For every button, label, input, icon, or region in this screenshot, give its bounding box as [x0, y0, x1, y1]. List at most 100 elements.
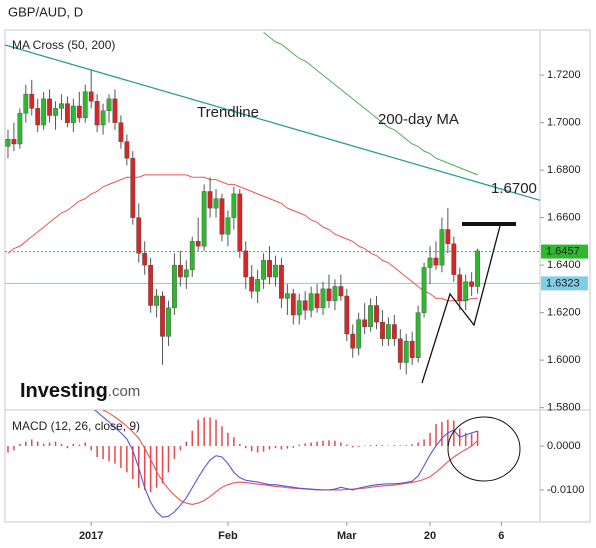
- macd-histogram-bar: [54, 441, 57, 447]
- candle-body: [172, 264, 177, 309]
- macd-histogram-bar: [435, 424, 437, 447]
- candle-body: [320, 288, 326, 309]
- macd-histogram-bar: [256, 446, 259, 453]
- macd-histogram-bar: [310, 442, 312, 447]
- macd-histogram-bar: [126, 446, 128, 473]
- candle-body: [118, 122, 124, 142]
- macd-histogram-bar: [346, 444, 348, 447]
- y-tick-label: 1.6000: [547, 354, 581, 366]
- price-label: 1.6457: [546, 245, 580, 257]
- macd-histogram-bar: [108, 446, 110, 462]
- candle-body: [350, 333, 356, 349]
- macd-histogram-bar: [357, 446, 360, 447]
- candle-body: [332, 286, 338, 301]
- candle-body: [290, 293, 296, 316]
- macd-histogram-bar: [78, 444, 81, 447]
- macd-histogram-bar: [441, 421, 443, 447]
- macd-title: MACD (12, 26, close, 9): [12, 419, 140, 433]
- macd-histogram-bar: [221, 426, 223, 447]
- axes: 1.7200 1.7000 1.6800 1.6600 1.6400 1.6200 1.60…: [79, 69, 588, 542]
- macd-histogram-bar: [292, 446, 295, 448]
- macd-histogram-bar: [36, 441, 39, 447]
- macd-histogram-bar: [66, 446, 69, 449]
- macd-histogram-bar: [143, 446, 146, 490]
- candle-body: [368, 305, 373, 328]
- candle-body: [380, 321, 385, 339]
- candle-body: [142, 253, 148, 266]
- macd-histogram-bar: [381, 445, 384, 447]
- macd-histogram-bar: [13, 446, 15, 451]
- moving-average: [7, 174, 478, 302]
- frame: [4, 29, 591, 523]
- macd-histogram-bar: [132, 446, 134, 479]
- macd-signal-line: [101, 410, 478, 505]
- candle-body: [166, 307, 171, 337]
- candle-body: [427, 257, 433, 268]
- macd-histogram-bar: [369, 445, 372, 447]
- candle-body: [279, 264, 284, 299]
- price-label-box: [541, 276, 588, 291]
- macd-line: [93, 410, 478, 518]
- macd-histogram-bar: [286, 446, 289, 449]
- candle-body: [94, 101, 100, 126]
- x-tick-label: 6: [498, 530, 504, 542]
- annotation: 1.6700: [491, 180, 537, 197]
- candle-body: [148, 264, 154, 306]
- candle-body: [160, 295, 165, 337]
- macd-histogram-bar: [96, 446, 98, 457]
- candle-body: [338, 286, 344, 297]
- logo: Investing.com: [20, 380, 140, 402]
- macd-histogram-bar: [120, 446, 122, 468]
- main-panel: [5, 31, 540, 375]
- candle-body: [451, 243, 457, 275]
- macd-histogram-bar: [209, 417, 211, 447]
- macd-histogram-bar: [429, 432, 431, 447]
- macd-histogram-bar: [197, 419, 199, 447]
- candle-body: [82, 91, 88, 119]
- candle-body: [237, 193, 243, 252]
- macd-histogram-bar: [298, 444, 300, 447]
- macd-histogram-bar: [72, 443, 75, 447]
- candle-body: [76, 105, 82, 119]
- candle-body: [11, 139, 17, 145]
- candle-body: [421, 267, 427, 313]
- trendline: [5, 44, 540, 201]
- x-tick-label: 2017: [79, 530, 103, 542]
- macd-histogram-bar: [280, 446, 283, 450]
- macd-panel: [7, 410, 479, 518]
- candle-body: [47, 98, 52, 116]
- candle-body: [106, 98, 112, 111]
- candle-body: [314, 293, 320, 309]
- macd-histogram-bar: [90, 446, 92, 451]
- candle-body: [409, 340, 415, 358]
- macd-histogram-bar: [322, 440, 324, 447]
- macd-histogram-bar: [417, 442, 419, 447]
- macd-histogram-bar: [363, 445, 366, 447]
- macd-histogram-bar: [7, 446, 9, 453]
- candle-body: [136, 217, 142, 254]
- y-tick-label: 1.5800: [547, 402, 581, 414]
- macd-histogram-bar: [215, 419, 217, 447]
- macd-histogram-bar: [161, 446, 164, 484]
- y-tick-label: 1.6400: [547, 259, 581, 271]
- macd-histogram-bar: [393, 445, 396, 447]
- macd-histogram-bar: [470, 433, 473, 447]
- macd-histogram-bar: [262, 446, 265, 452]
- candle-body: [53, 108, 58, 116]
- candle-body: [273, 264, 278, 278]
- macd-histogram-bar: [48, 442, 51, 447]
- macd-histogram-bar: [245, 446, 247, 449]
- candle-body: [29, 93, 35, 109]
- macd-histogram-bar: [149, 446, 152, 493]
- y-tick-label: 0.0000: [547, 440, 581, 452]
- candle-body: [296, 300, 302, 316]
- candle-body: [284, 293, 290, 299]
- x-tick-label: Feb: [218, 530, 238, 542]
- macd-histogram-bar: [340, 442, 342, 447]
- macd-histogram-bar: [42, 443, 45, 447]
- candle-body: [326, 288, 332, 301]
- candle-body: [5, 139, 11, 147]
- candle-body: [386, 324, 391, 339]
- candle-body: [415, 312, 421, 358]
